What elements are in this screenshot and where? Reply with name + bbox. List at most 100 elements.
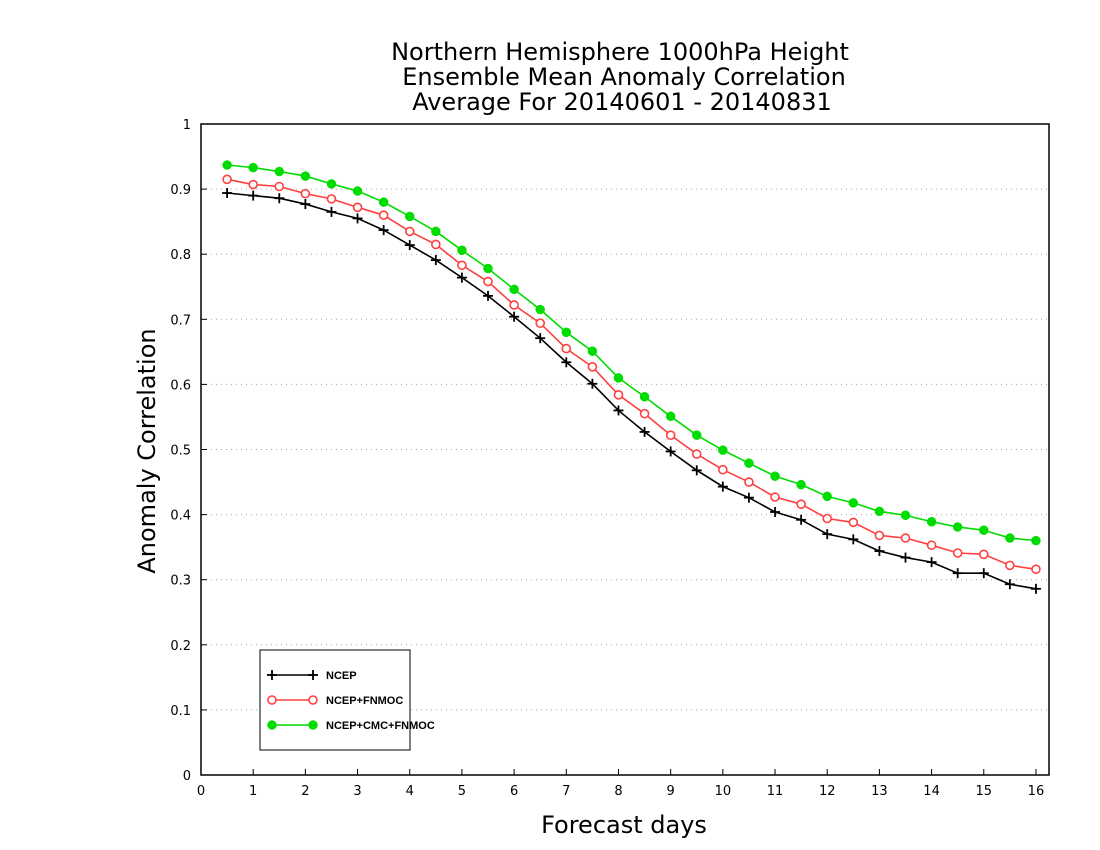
data-point <box>430 255 441 266</box>
series-ncep <box>222 188 1041 594</box>
data-point <box>718 445 728 455</box>
data-point <box>692 430 702 440</box>
data-point <box>744 458 754 468</box>
data-point <box>900 533 911 543</box>
legend-marker <box>267 670 277 680</box>
legend-label: NCEP+CMC+FNMOC <box>326 720 435 732</box>
data-point <box>378 197 389 207</box>
data-point <box>352 213 363 224</box>
data-point <box>326 179 337 189</box>
data-point <box>1005 533 1015 543</box>
data-point <box>770 492 780 502</box>
legend-label: NCEP+FNMOC <box>326 695 403 707</box>
data-point <box>900 510 911 521</box>
data-point <box>978 568 989 579</box>
data-point <box>744 477 754 487</box>
data-point <box>587 378 598 389</box>
data-point <box>456 272 467 283</box>
x-tick-label: 14 <box>923 784 940 799</box>
x-tick-label: 1 <box>249 784 257 799</box>
data-point <box>665 430 676 440</box>
x-tick-label: 4 <box>406 784 414 799</box>
y-tick-label: 0.4 <box>170 509 191 524</box>
data-point <box>1031 564 1041 575</box>
data-point <box>535 304 545 315</box>
data-point <box>926 540 937 550</box>
data-point <box>326 206 337 217</box>
data-point <box>743 492 754 503</box>
data-point <box>796 514 807 525</box>
x-tick-label: 9 <box>667 784 675 799</box>
data-point <box>222 160 232 170</box>
data-point <box>848 517 859 528</box>
data-point <box>457 260 467 271</box>
series-ncep-fnmoc <box>222 174 1041 575</box>
data-point <box>822 513 833 524</box>
data-point <box>639 392 650 402</box>
data-point <box>717 481 728 492</box>
data-point <box>509 300 519 310</box>
x-tick-label: 8 <box>614 784 622 799</box>
data-point <box>665 411 676 422</box>
x-tick-label: 15 <box>975 784 992 799</box>
data-point <box>587 362 598 372</box>
y-tick-label: 0.3 <box>170 574 191 589</box>
data-point <box>535 318 546 329</box>
data-point <box>431 239 441 250</box>
series-line <box>227 164 1037 542</box>
y-axis: 0 0.1 0.2 0.3 0.4 0.5 0.6 0.7 0.8 0.9 1 <box>170 118 207 784</box>
data-point <box>509 311 520 322</box>
legend-marker <box>308 695 318 705</box>
data-point <box>300 188 311 199</box>
y-tick-label: 0.7 <box>170 313 191 328</box>
x-tick-label: 5 <box>458 784 466 799</box>
data-point <box>274 193 285 204</box>
x-tick-label: 10 <box>715 784 732 799</box>
x-tick-label: 13 <box>871 784 888 799</box>
data-point <box>900 552 911 563</box>
data-point <box>222 174 232 185</box>
legend-item: NCEP+FNMOC <box>267 695 403 707</box>
legend: NCEP NCEP+FNMOC NCEP+CMC+FNMOC <box>259 649 435 751</box>
data-point <box>457 245 467 256</box>
data-point <box>300 171 311 181</box>
data-point <box>822 529 833 540</box>
data-point <box>770 471 780 481</box>
y-tick-label: 1 <box>183 118 191 133</box>
data-point <box>222 188 233 199</box>
legend-marker <box>308 670 318 680</box>
x-axis-label: Forecast days <box>541 811 707 839</box>
data-point <box>326 194 337 204</box>
data-point <box>248 190 259 201</box>
data-point <box>691 449 702 459</box>
grid <box>201 188 1049 711</box>
data-point <box>378 210 389 220</box>
data-point <box>587 346 598 356</box>
y-axis-label: Anomaly Correlation <box>133 328 161 573</box>
data-point <box>248 179 258 190</box>
data-point <box>1004 579 1015 590</box>
x-axis: 0 1 2 3 4 5 6 7 8 9 10 11 12 13 14 15 16 <box>197 769 1044 799</box>
y-tick-label: 0 <box>183 769 191 784</box>
series-line <box>226 178 1037 571</box>
data-point <box>848 534 859 545</box>
data-point <box>952 548 963 558</box>
data-point <box>848 498 859 508</box>
legend-item: NCEP+CMC+FNMOC <box>267 720 435 732</box>
data-point <box>978 549 989 560</box>
y-tick-label: 0.2 <box>170 639 191 654</box>
x-tick-label: 3 <box>353 784 361 799</box>
data-point <box>639 408 650 419</box>
data-point <box>483 263 493 274</box>
y-tick-label: 0.8 <box>170 248 191 263</box>
legend-label: NCEP <box>326 670 357 682</box>
data-point <box>274 181 285 192</box>
data-point <box>926 557 937 568</box>
data-point <box>874 506 885 517</box>
data-point <box>822 491 832 502</box>
data-point <box>770 506 781 517</box>
x-tick-label: 11 <box>767 784 784 799</box>
data-point <box>926 517 937 527</box>
data-point <box>613 373 624 383</box>
